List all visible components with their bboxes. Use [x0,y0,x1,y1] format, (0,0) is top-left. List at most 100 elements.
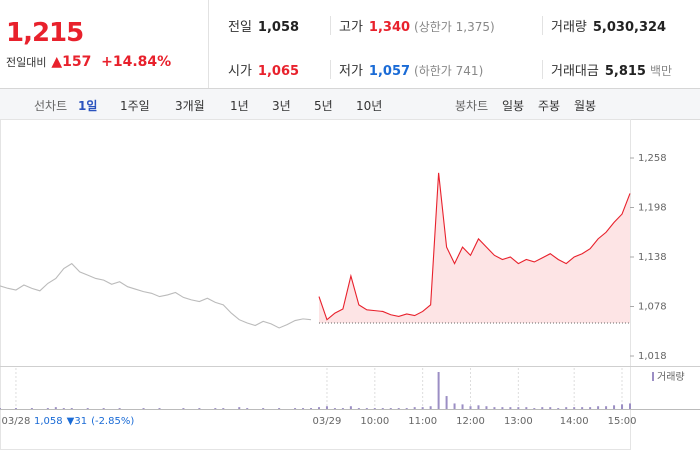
stat-value: 5,030,324 [592,20,667,35]
period-tab[interactable]: 3개월 [175,99,205,113]
stat: 시가 1,065 [228,60,299,79]
volume-bar [302,408,305,409]
y-tick-label: 1,078 [638,302,667,313]
volume-bar [310,408,313,409]
stat-note: 백만 [649,64,673,78]
volume-bar [262,408,265,409]
stat-label: 저가 [339,64,363,79]
volume-bar [421,407,424,409]
volume-bar [294,408,297,409]
stat-label: 고가 [339,20,363,35]
volume-bar [341,408,344,409]
volume-bar [437,372,440,409]
stat-value: 1,065 [257,64,300,79]
volume-bar [30,408,33,409]
volume-bar [86,408,89,409]
volume-bar [357,408,360,409]
volume-bar [246,408,249,409]
volume-bar [118,408,121,409]
stat: 거래대금 5,815 백만 [542,60,672,79]
x-tick-label: 15:00 [608,416,637,427]
period-tab[interactable]: 3년 [272,99,291,113]
volume-bar [373,408,376,409]
volume-bar [70,408,73,409]
stat-label: 시가 [228,64,252,79]
volume-bar [477,405,480,409]
volume-bar [461,404,464,409]
prev-close-label: 1,058 ▼31 (-2.85%) [34,416,134,427]
volume-bar [589,407,592,409]
volume-bar [317,407,320,409]
x-tick-label: 14:00 [560,416,589,427]
volume-bar [349,406,352,409]
volume-bar [597,406,600,409]
y-tick-label: 1,138 [638,252,667,263]
stat: 저가 1,057 (하한가 741) [330,60,483,79]
stat: 전일 1,058 [228,16,299,35]
candle-tab[interactable]: 일봉 [502,99,525,113]
volume-bar [381,408,384,409]
price: 1,215 [6,18,84,48]
candle-tab[interactable]: 월봉 [574,99,597,113]
period-tab[interactable]: 1일 [78,99,98,113]
volume-bar [493,407,496,409]
volume-bar [238,407,241,409]
prev-change: ▼31 [67,416,87,427]
volume-bar [509,407,512,409]
volume-bar [405,408,408,409]
volume-legend: 거래량 [657,371,685,383]
prev-pct: (-2.85%) [91,416,134,427]
volume-bar [182,408,185,409]
stat-value: 5,815 [604,64,646,79]
period-tab[interactable]: 10년 [356,99,383,113]
volume-bar [54,407,57,409]
volume-bar [214,408,217,409]
y-tick-label: 1,258 [638,153,667,164]
stat: 거래량 5,030,324 [542,16,666,35]
x-tick-label: 03/28 [2,416,31,427]
volume-bar [278,408,281,409]
volume-bar [46,408,49,409]
stat: 고가 1,340 (상한가 1,375) [330,16,495,35]
stat-value: 1,057 [368,64,411,79]
period-tab[interactable]: 1년 [230,99,249,113]
volume-bar [198,408,201,409]
stat-label: 거래량 [551,20,587,35]
candle-tab[interactable]: 주봉 [538,99,561,113]
volume-bar [142,408,145,409]
volume-bar [501,407,504,409]
volume-bar [413,407,416,409]
volume-bar [102,408,105,409]
volume-bar [541,407,544,409]
volume-bar [453,403,456,409]
prev-price: 1,058 [34,416,63,427]
change-value: 157 [62,54,92,70]
price-line [0,262,312,329]
volume-bar [445,396,448,409]
volume-bar [62,408,65,409]
volume-bar [0,408,1,409]
price-box: 1,215 전일대비 ▲157 +14.84% [0,0,209,88]
volume-bar [549,407,552,409]
period-tabs: 선차트 1일 1주일 3개월 1년 3년 5년 10년 봉차트 일봉 주봉 월봉 [0,89,700,120]
period-tab[interactable]: 5년 [314,99,333,113]
change-pct: +14.84% [101,54,172,70]
price-line [318,172,631,321]
volume-bar [565,407,568,409]
volume-bar [613,405,616,409]
volume-bar [365,408,368,409]
x-tick-label: 12:00 [456,416,485,427]
x-tick-label: 03/29 [313,416,342,427]
period-tab[interactable]: 1주일 [120,99,150,113]
volume-bar [333,408,336,409]
quote-header: 1,215 전일대비 ▲157 +14.84% 전일 1,058 고가 1,340 (상… [0,0,700,89]
volume-bar [14,408,17,409]
volume-bar [429,406,432,409]
volume-bar [517,407,520,409]
stat-value: 1,058 [257,20,300,35]
tab-group-label: 봉차트 [455,99,489,113]
stat-label: 거래대금 [551,64,599,79]
volume-bar [581,407,584,409]
volume-bar [397,408,400,409]
